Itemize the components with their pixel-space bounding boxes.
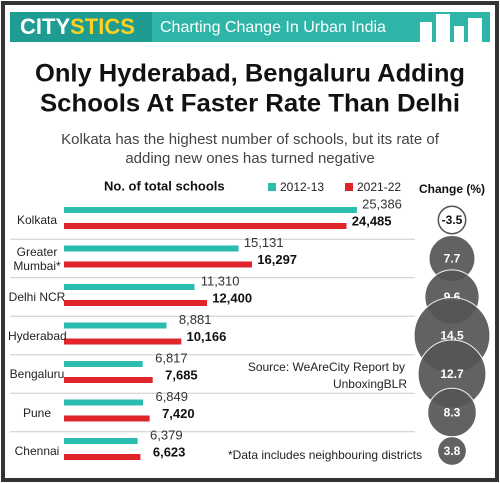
legend-label: 2012-13	[280, 180, 324, 194]
bar	[64, 361, 143, 367]
bar	[64, 223, 347, 229]
bar	[64, 284, 195, 290]
bar	[64, 454, 141, 460]
value-label: 7,420	[162, 406, 195, 421]
legend-label: 2021-22	[357, 180, 401, 194]
value-label: 15,131	[244, 235, 284, 250]
tagline: Charting Change In Urban India	[160, 19, 386, 36]
legend-swatch	[345, 183, 353, 191]
category-label: Pune	[22, 405, 52, 420]
value-label: 11,310	[201, 273, 240, 288]
value-label: 6,849	[155, 389, 188, 404]
bar	[64, 261, 253, 268]
value-label: 6,379	[150, 427, 183, 442]
change-label: 3.8	[444, 444, 461, 458]
brand-part: STICS	[70, 14, 135, 39]
brand-box	[10, 12, 152, 42]
x-axis-label: No. of total schools	[104, 178, 225, 193]
value-label: 8,881	[179, 312, 212, 327]
footnote: *Data includes neighbouring districts	[228, 448, 422, 462]
bar	[64, 415, 150, 422]
change-label: 14.5	[440, 329, 464, 343]
value-label: 16,297	[257, 252, 297, 267]
bar	[64, 322, 167, 329]
brand-part: CITY	[20, 14, 70, 39]
change-label: 8.3	[444, 406, 461, 420]
bar	[64, 300, 208, 306]
bar	[64, 338, 182, 345]
category-label: Greater Mumbai*	[13, 244, 61, 273]
buildings-icon	[420, 14, 482, 42]
source: UnboxingBLR	[333, 377, 407, 391]
value-label: 6,817	[155, 350, 188, 365]
category-label: Chennai	[14, 444, 60, 458]
category-label: Delhi NCR	[8, 290, 66, 304]
change-label: Change (%)	[419, 182, 485, 196]
value-label: 6,623	[153, 444, 186, 459]
change-label: 12.7	[440, 367, 464, 381]
value-label: 12,400	[212, 290, 252, 305]
chart-title: Only Hyderabad, Bengaluru Adding	[35, 60, 465, 88]
subtitle: Kolkata has the highest number of school…	[61, 131, 440, 148]
chart-title: Schools At Faster Rate Than Delhi	[40, 90, 460, 118]
change-label: 7.7	[444, 252, 461, 266]
value-label: 25,386	[362, 196, 402, 211]
value-label: 10,166	[187, 329, 227, 344]
change-circle	[437, 436, 467, 466]
change-circle	[437, 205, 467, 235]
subtitle: adding new ones has turned negative	[125, 150, 374, 167]
category-label: Bengaluru	[9, 367, 65, 381]
brand: CITYSTICS	[20, 14, 135, 39]
bar	[64, 207, 357, 213]
category-label: Hyderabad	[8, 328, 67, 343]
change-label: -3.5	[442, 213, 463, 227]
bar	[64, 245, 239, 252]
value-label: 24,485	[352, 213, 392, 228]
category-label: Kolkata	[16, 213, 58, 227]
source: Source: WeAreCity Report by	[248, 360, 405, 374]
bar	[64, 377, 153, 383]
value-label: 7,685	[165, 367, 198, 382]
bar	[64, 438, 138, 444]
legend-swatch	[268, 183, 276, 191]
bar	[64, 399, 144, 406]
